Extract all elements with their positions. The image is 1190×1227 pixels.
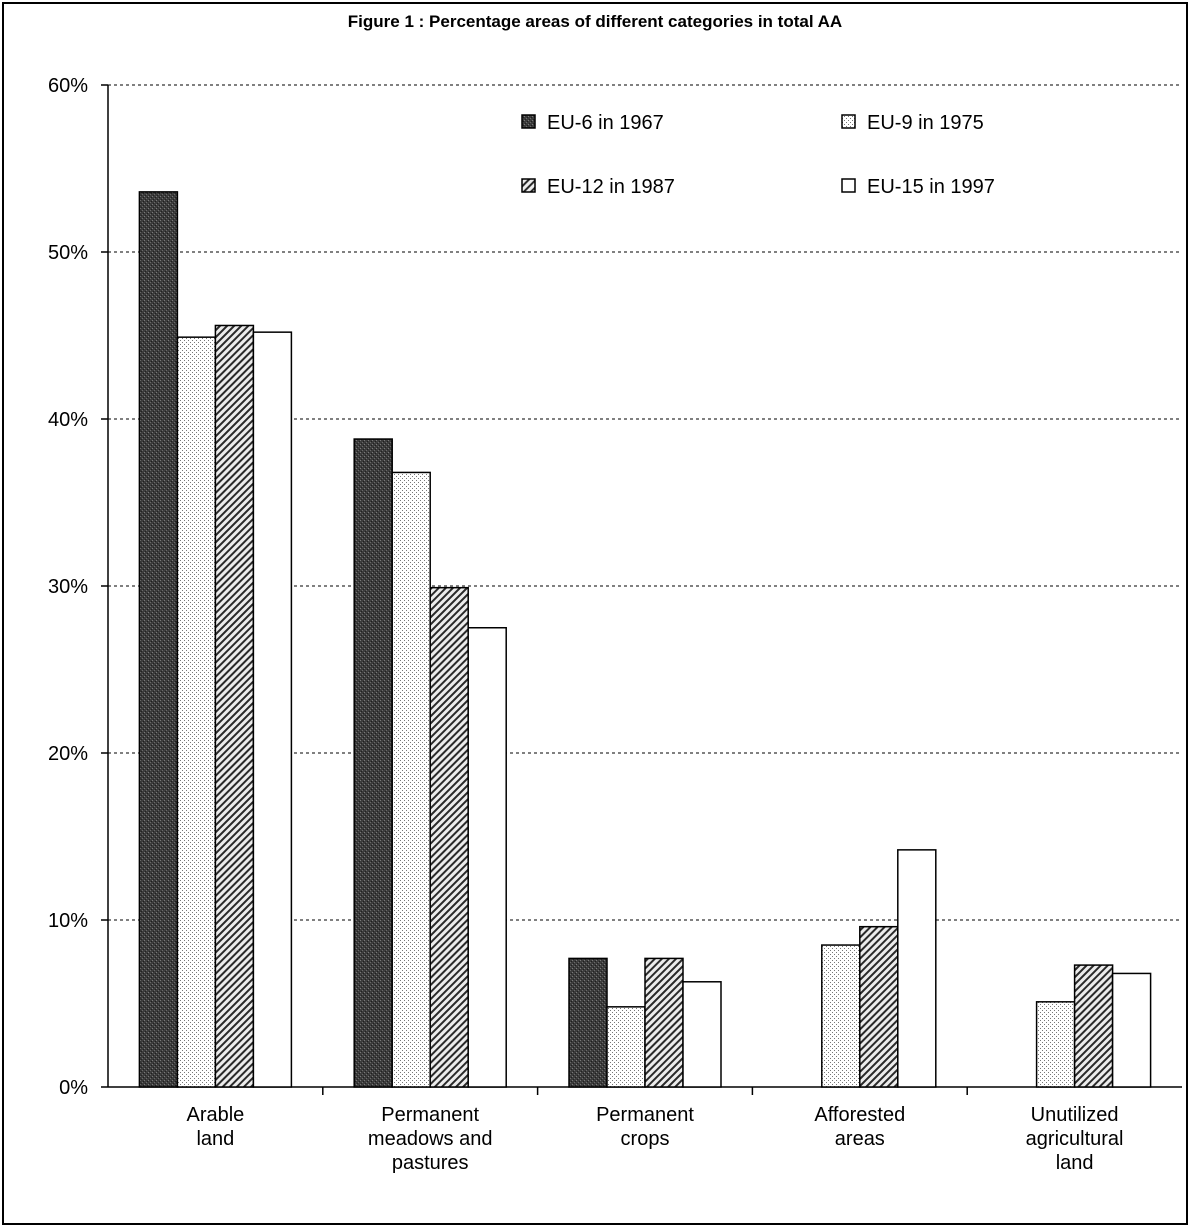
- chart-title: Figure 1 : Percentage areas of different…: [347, 12, 843, 31]
- y-tick-label: 60%: [48, 75, 88, 97]
- x-tick-label: Afforested: [814, 1104, 905, 1126]
- bar: [429, 586, 469, 1088]
- legend-label: EU-6 in 1967: [547, 112, 664, 134]
- x-tick-label: crops: [621, 1128, 670, 1150]
- y-tick-label: 10%: [48, 910, 88, 932]
- bar: [682, 981, 722, 1088]
- bar: [1073, 964, 1114, 1088]
- bar: [897, 849, 937, 1088]
- legend-label: EU-9 in 1975: [867, 112, 984, 134]
- x-tick-label: pastures: [392, 1152, 469, 1174]
- legend-swatch: [841, 178, 856, 193]
- x-tick-label: Arable: [186, 1104, 244, 1126]
- bar: [859, 925, 899, 1088]
- x-tick-label: Unutilized: [1031, 1104, 1119, 1126]
- legend-swatch: [841, 114, 856, 129]
- bar: [138, 191, 179, 1088]
- y-tick-label: 40%: [48, 409, 88, 431]
- bar: [1111, 972, 1152, 1088]
- bar: [214, 324, 255, 1088]
- legend-label: EU-12 in 1987: [547, 176, 675, 198]
- bar: [353, 438, 393, 1088]
- bar: [568, 957, 608, 1088]
- bar: [467, 627, 507, 1088]
- legend-label: EU-15 in 1997: [867, 176, 995, 198]
- y-tick-label: 30%: [48, 576, 88, 598]
- x-tick-label: Permanent: [381, 1104, 479, 1126]
- y-tick-label: 20%: [48, 743, 88, 765]
- x-tick-label: agricultural: [1026, 1128, 1124, 1150]
- bar: [644, 957, 684, 1088]
- x-tick-label: Permanent: [596, 1104, 694, 1126]
- bar: [606, 1006, 646, 1088]
- y-tick-label: 0%: [59, 1077, 88, 1099]
- bar: [1035, 1001, 1076, 1088]
- legend-swatch: [521, 114, 536, 129]
- x-tick-label: land: [1056, 1152, 1094, 1174]
- x-tick-label: meadows and: [368, 1128, 493, 1150]
- legend-swatch: [521, 178, 536, 193]
- x-tick-label: land: [196, 1128, 234, 1150]
- bar: [176, 336, 217, 1088]
- y-tick-label: 50%: [48, 242, 88, 264]
- bar: [391, 471, 431, 1088]
- bar: [821, 944, 861, 1088]
- bar: [252, 331, 293, 1088]
- x-tick-label: areas: [835, 1128, 885, 1150]
